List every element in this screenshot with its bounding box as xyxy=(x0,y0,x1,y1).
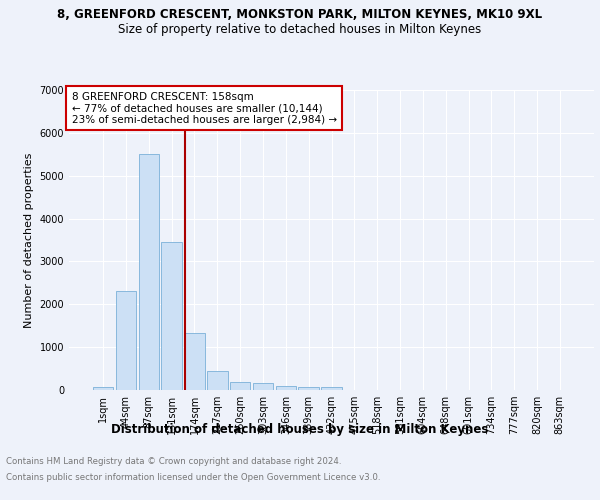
Text: Contains public sector information licensed under the Open Government Licence v3: Contains public sector information licen… xyxy=(6,472,380,482)
Text: Size of property relative to detached houses in Milton Keynes: Size of property relative to detached ho… xyxy=(118,22,482,36)
Bar xyxy=(184,334,205,390)
Text: Distribution of detached houses by size in Milton Keynes: Distribution of detached houses by size … xyxy=(112,422,488,436)
Bar xyxy=(139,154,159,390)
Y-axis label: Number of detached properties: Number of detached properties xyxy=(24,152,34,328)
Bar xyxy=(93,387,113,390)
Bar xyxy=(275,386,296,390)
Bar xyxy=(116,292,136,390)
Text: 8, GREENFORD CRESCENT, MONKSTON PARK, MILTON KEYNES, MK10 9XL: 8, GREENFORD CRESCENT, MONKSTON PARK, MI… xyxy=(58,8,542,20)
Bar xyxy=(321,388,342,390)
Bar xyxy=(207,370,227,390)
Bar xyxy=(298,387,319,390)
Text: 8 GREENFORD CRESCENT: 158sqm
← 77% of detached houses are smaller (10,144)
23% o: 8 GREENFORD CRESCENT: 158sqm ← 77% of de… xyxy=(71,92,337,124)
Bar xyxy=(253,382,273,390)
Text: Contains HM Land Registry data © Crown copyright and database right 2024.: Contains HM Land Registry data © Crown c… xyxy=(6,458,341,466)
Bar xyxy=(230,382,250,390)
Bar xyxy=(161,242,182,390)
